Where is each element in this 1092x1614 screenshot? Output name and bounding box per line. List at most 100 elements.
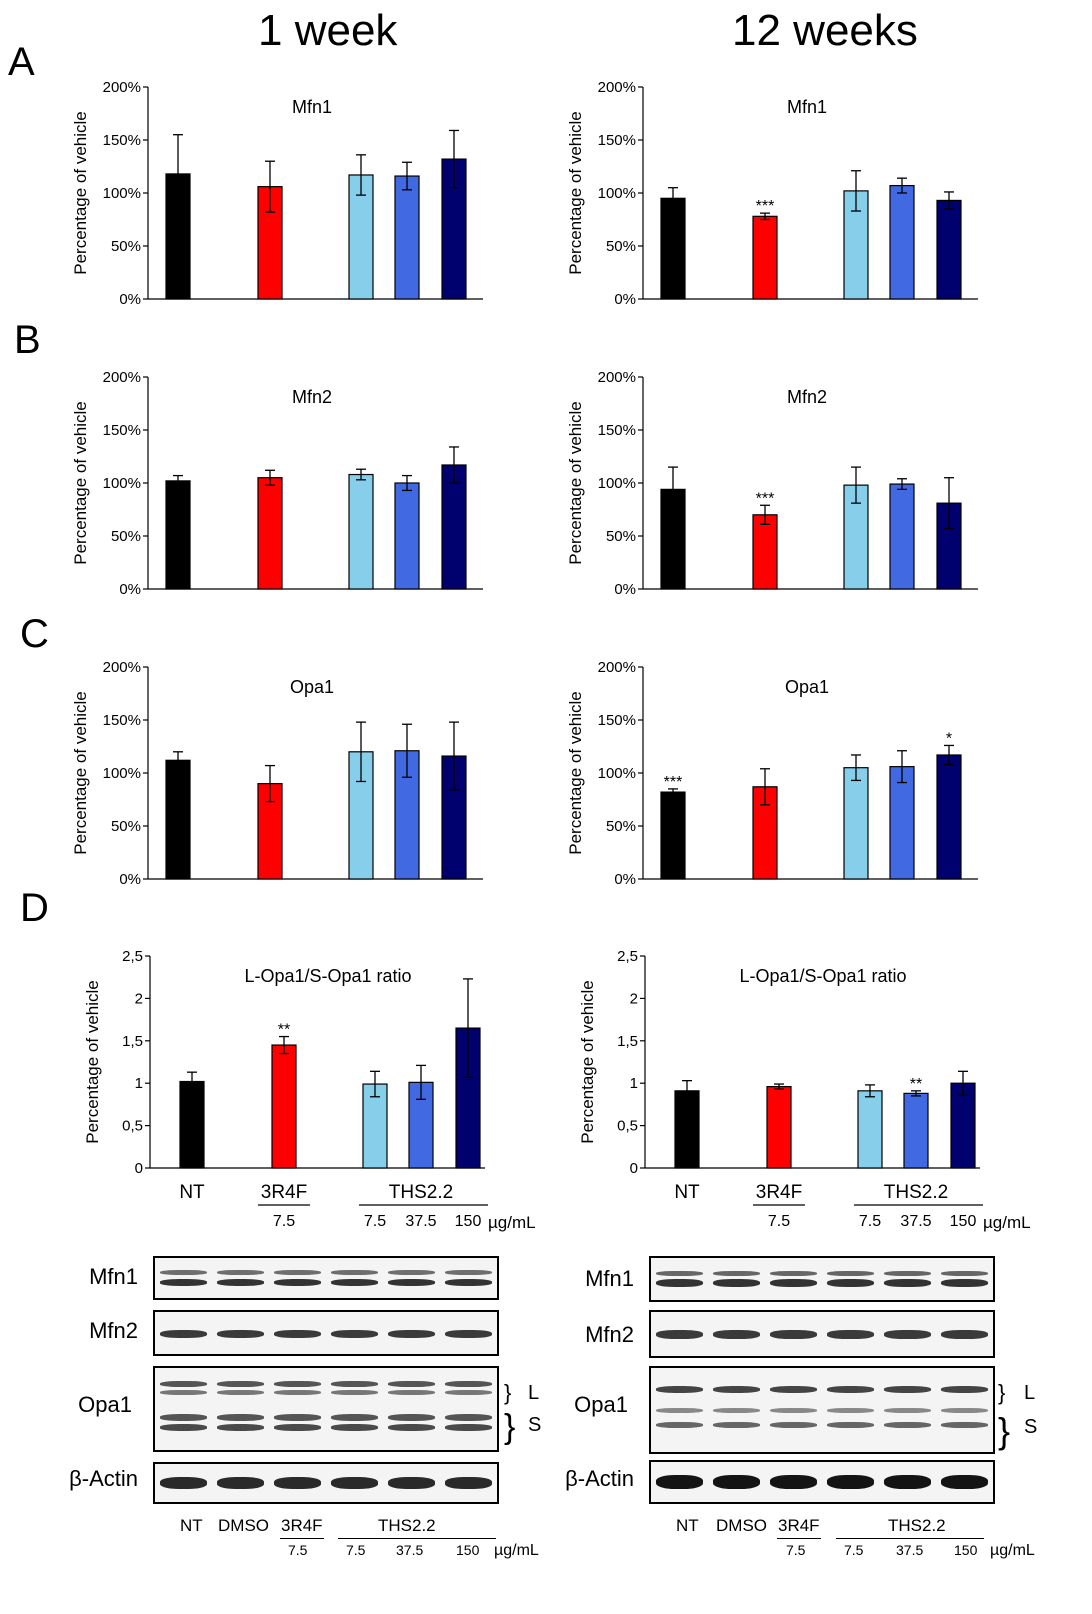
bar-0 bbox=[179, 1080, 205, 1169]
bar-2 bbox=[362, 1083, 388, 1169]
blot-lane-ths-right: THS2.2 bbox=[888, 1516, 946, 1535]
blot-band bbox=[769, 1270, 818, 1276]
y-tick-label: 150% bbox=[598, 132, 636, 149]
chart-mfn1-12weeks: 0% 50% 100% 150% 200% Percentage of vehicle Mf… bbox=[566, 79, 978, 308]
blot-band bbox=[330, 1329, 379, 1338]
bar-1 bbox=[752, 514, 778, 590]
y-tick-label: 100% bbox=[103, 185, 141, 202]
blot-label-actin-left: β-Actin bbox=[69, 1466, 138, 1491]
blot-band bbox=[655, 1422, 704, 1429]
blot-band bbox=[444, 1381, 493, 1388]
x-label-3r4f: 3R4F bbox=[261, 1182, 307, 1203]
significance-3: ** bbox=[910, 1076, 922, 1093]
blot-band bbox=[883, 1329, 932, 1339]
y-tick-label: 100% bbox=[103, 765, 141, 782]
blot-label-mfn1-left: Mfn1 bbox=[89, 1264, 138, 1289]
blot-band bbox=[330, 1390, 379, 1396]
chart-ratio-1week: 0 0,5 1 1,5 2 2,5 Percentage of vehicle L-Opa1/… bbox=[83, 948, 536, 1232]
x-dose-ths-1: 37.5 bbox=[405, 1213, 436, 1230]
y-tick-label: 1 bbox=[630, 1075, 638, 1092]
blot-band bbox=[444, 1477, 493, 1489]
blot-unit-left: µg/mL bbox=[494, 1542, 539, 1559]
panel-letter-a: A bbox=[8, 40, 35, 84]
bar-3 bbox=[889, 766, 915, 880]
x-label-ths: THS2.2 bbox=[884, 1182, 948, 1203]
blot-band bbox=[159, 1381, 208, 1388]
y-tick-label: 1 bbox=[135, 1075, 143, 1092]
blot-band bbox=[883, 1385, 932, 1393]
blot-band bbox=[826, 1422, 875, 1429]
chart-title: Opa1 bbox=[290, 677, 334, 697]
blot-band bbox=[712, 1475, 761, 1489]
y-tick-label: 0% bbox=[119, 291, 141, 308]
y-tick-label: 50% bbox=[111, 238, 141, 255]
blot-band bbox=[273, 1269, 322, 1275]
y-tick-label: 200% bbox=[103, 369, 141, 386]
x-unit: µg/mL bbox=[488, 1213, 536, 1232]
blot-band bbox=[826, 1279, 875, 1288]
y-axis-label: Percentage of vehicle bbox=[566, 401, 585, 565]
chart-mfn1-1week: 0% 50% 100% 150% 200% Percentage of vehicle Mf… bbox=[71, 79, 483, 308]
y-tick-label: 200% bbox=[598, 79, 636, 96]
blot-band bbox=[159, 1269, 208, 1275]
blot-band bbox=[826, 1329, 875, 1339]
blot-band bbox=[826, 1385, 875, 1393]
y-tick-label: 50% bbox=[111, 528, 141, 545]
chart-title: Mfn1 bbox=[787, 97, 827, 117]
blot-band bbox=[712, 1279, 761, 1288]
y-tick-label: 0 bbox=[630, 1160, 638, 1177]
blot-band bbox=[159, 1278, 208, 1286]
blot-band bbox=[216, 1477, 265, 1489]
opa1-l-label-left: L bbox=[528, 1382, 540, 1404]
y-axis-label: Percentage of vehicle bbox=[578, 980, 597, 1144]
blot-band bbox=[883, 1475, 932, 1489]
blot-lane-ths-left: THS2.2 bbox=[378, 1516, 436, 1535]
blot-ths-dose-37-left: 37.5 bbox=[396, 1542, 424, 1558]
blot-band bbox=[769, 1407, 818, 1413]
bar-0 bbox=[165, 759, 191, 880]
panel-letter-c: C bbox=[20, 612, 49, 656]
blot-band bbox=[444, 1269, 493, 1275]
blot-band bbox=[159, 1424, 208, 1432]
blot-band bbox=[444, 1278, 493, 1286]
blot-ths-dose-7-right: 7.5 bbox=[844, 1542, 864, 1558]
y-tick-label: 150% bbox=[103, 712, 141, 729]
blot-lane-nt-left: NT bbox=[180, 1516, 203, 1535]
bar-4 bbox=[936, 199, 962, 300]
blot-lane-dmso-right: DMSO bbox=[716, 1516, 767, 1535]
blot-band bbox=[655, 1329, 704, 1339]
blot-band bbox=[330, 1477, 379, 1489]
blot-band bbox=[940, 1422, 989, 1429]
blot-3r4f-underline-right bbox=[777, 1538, 821, 1539]
blot-band bbox=[940, 1407, 989, 1413]
blot-band bbox=[273, 1424, 322, 1432]
blot-ths-underline-left bbox=[338, 1538, 496, 1539]
bar-2 bbox=[843, 767, 869, 880]
blot-band bbox=[387, 1424, 436, 1432]
blot-actin-left bbox=[153, 1462, 499, 1504]
blot-band bbox=[216, 1381, 265, 1388]
blot-band bbox=[273, 1413, 322, 1421]
opa1-l-label-right: L bbox=[1024, 1382, 1036, 1404]
y-tick-label: 50% bbox=[111, 818, 141, 835]
significance-1: ** bbox=[278, 1022, 290, 1039]
x-label-ths: THS2.2 bbox=[389, 1182, 453, 1203]
blot-ths-dose-150-left: 150 bbox=[456, 1542, 480, 1558]
blot-band bbox=[769, 1385, 818, 1393]
blot-ths-dose-37-right: 37.5 bbox=[896, 1542, 924, 1558]
y-axis-label: Percentage of vehicle bbox=[83, 980, 102, 1144]
blot-3r4f-underline-left bbox=[280, 1538, 324, 1539]
y-tick-label: 150% bbox=[598, 422, 636, 439]
blot-band bbox=[655, 1270, 704, 1276]
x-dose-ths-0: 7.5 bbox=[364, 1213, 386, 1230]
x-label-nt: NT bbox=[674, 1182, 700, 1203]
blot-band bbox=[769, 1475, 818, 1489]
chart-opa1-1week: 0% 50% 100% 150% 200% Percentage of vehicle Op… bbox=[71, 659, 483, 888]
bar-2 bbox=[348, 751, 374, 880]
y-axis-label: Percentage of vehicle bbox=[566, 691, 585, 855]
y-axis-label: Percentage of vehicle bbox=[71, 111, 90, 275]
x-dose-3r4f: 7.5 bbox=[768, 1213, 790, 1230]
bar-1 bbox=[271, 1044, 297, 1169]
x-dose-3r4f: 7.5 bbox=[273, 1213, 295, 1230]
significance-1: *** bbox=[756, 490, 775, 507]
